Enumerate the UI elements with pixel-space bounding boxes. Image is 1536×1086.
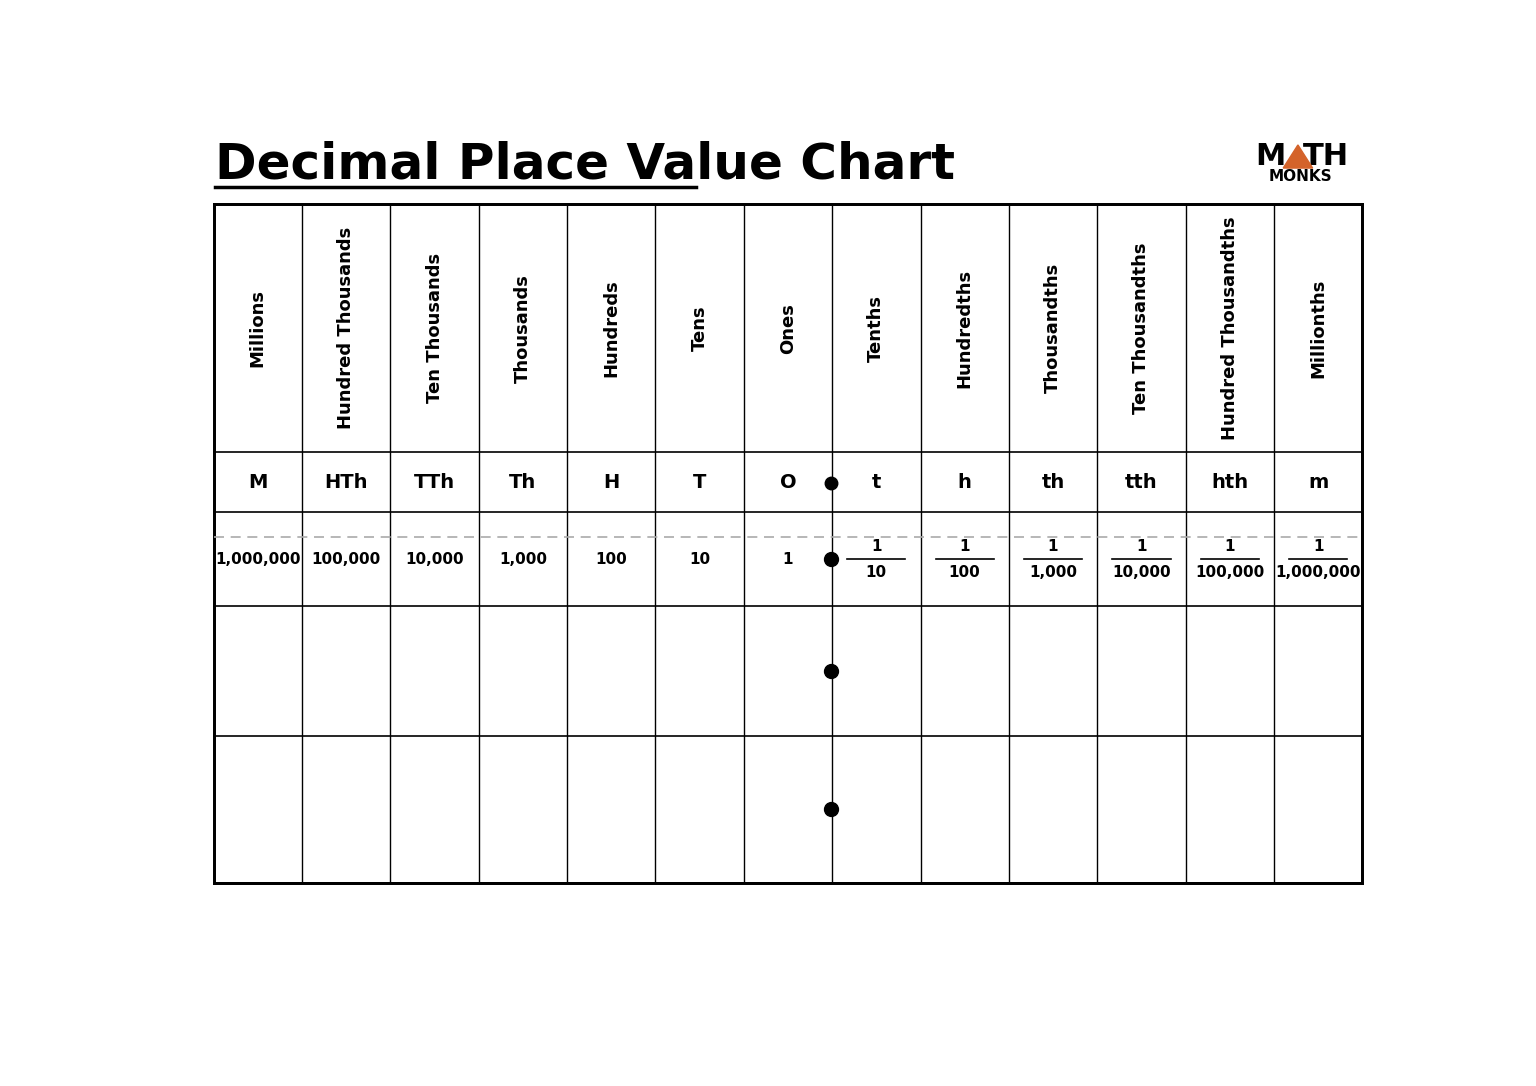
Text: MONKS: MONKS (1269, 169, 1332, 184)
Text: Thousandths: Thousandths (1044, 263, 1061, 393)
Text: Decimal Place Value Chart: Decimal Place Value Chart (215, 140, 955, 188)
Text: 1: 1 (1224, 539, 1235, 554)
Text: 1,000: 1,000 (499, 552, 547, 567)
Text: HTh: HTh (324, 472, 369, 492)
Text: Hundred Thousands: Hundred Thousands (338, 227, 355, 429)
Text: 1,000: 1,000 (1029, 565, 1077, 580)
Text: Millionths: Millionths (1309, 278, 1327, 378)
Text: M: M (1255, 142, 1286, 171)
Text: Ten Thousands: Ten Thousands (425, 253, 444, 403)
Text: 10: 10 (690, 552, 710, 567)
Text: O: O (780, 472, 796, 492)
Text: 100,000: 100,000 (1195, 565, 1264, 580)
Text: 100,000: 100,000 (312, 552, 381, 567)
Text: T: T (693, 472, 707, 492)
Text: 1: 1 (960, 539, 969, 554)
Text: Hundred Thousandths: Hundred Thousandths (1221, 216, 1238, 440)
Text: Tenths: Tenths (868, 294, 885, 362)
Text: 1: 1 (871, 539, 882, 554)
Text: Thousands: Thousands (515, 274, 531, 382)
Bar (214, 204, 1362, 883)
Text: 1,000,000: 1,000,000 (215, 552, 301, 567)
Text: Hundredths: Hundredths (955, 268, 974, 388)
Text: 1: 1 (1137, 539, 1147, 554)
Text: Ten Thousandths: Ten Thousandths (1132, 242, 1150, 414)
Text: th: th (1041, 472, 1064, 492)
Text: t: t (871, 472, 882, 492)
Text: Hundreds: Hundreds (602, 279, 621, 377)
Polygon shape (1283, 144, 1313, 168)
Text: Th: Th (510, 472, 536, 492)
Text: Tens: Tens (691, 305, 708, 351)
Text: 1,000,000: 1,000,000 (1275, 565, 1361, 580)
Text: Ones: Ones (779, 303, 797, 354)
Text: hth: hth (1212, 472, 1249, 492)
Text: Millions: Millions (249, 289, 267, 367)
Text: 10,000: 10,000 (406, 552, 464, 567)
Text: 100: 100 (596, 552, 627, 567)
Text: 10,000: 10,000 (1112, 565, 1170, 580)
Text: M: M (249, 472, 267, 492)
Text: H: H (604, 472, 619, 492)
Text: 1: 1 (1048, 539, 1058, 554)
Text: TH: TH (1303, 142, 1349, 171)
Text: 1: 1 (783, 552, 793, 567)
Text: 10: 10 (866, 565, 886, 580)
Text: h: h (958, 472, 972, 492)
Text: 1: 1 (1313, 539, 1324, 554)
Text: TTh: TTh (415, 472, 455, 492)
Text: tth: tth (1124, 472, 1158, 492)
Text: m: m (1309, 472, 1329, 492)
Text: 100: 100 (949, 565, 980, 580)
